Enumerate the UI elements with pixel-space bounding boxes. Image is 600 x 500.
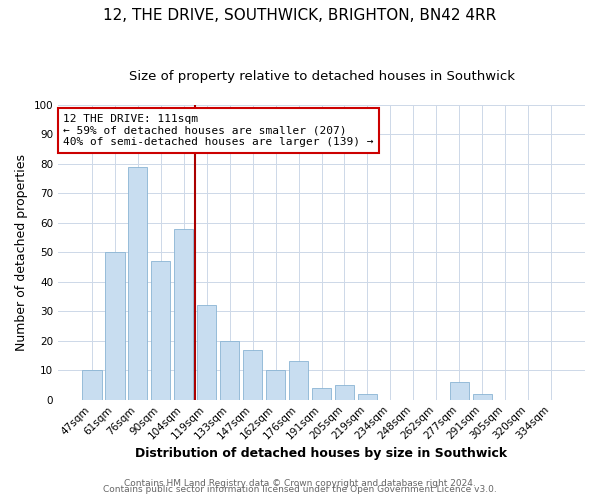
Bar [105,252,125,400]
Bar [82,370,101,400]
X-axis label: Distribution of detached houses by size in Southwick: Distribution of detached houses by size … [136,447,508,460]
Bar [335,385,354,400]
Text: Contains HM Land Registry data © Crown copyright and database right 2024.: Contains HM Land Registry data © Crown c… [124,478,476,488]
Title: Size of property relative to detached houses in Southwick: Size of property relative to detached ho… [128,70,515,83]
Bar [197,306,217,400]
Bar [128,167,148,400]
Bar [151,261,170,400]
Bar [266,370,286,400]
Bar [220,341,239,400]
Bar [449,382,469,400]
Bar [174,229,193,400]
Text: Contains public sector information licensed under the Open Government Licence v3: Contains public sector information licen… [103,485,497,494]
Bar [473,394,492,400]
Bar [289,362,308,400]
Y-axis label: Number of detached properties: Number of detached properties [15,154,28,351]
Bar [312,388,331,400]
Text: 12, THE DRIVE, SOUTHWICK, BRIGHTON, BN42 4RR: 12, THE DRIVE, SOUTHWICK, BRIGHTON, BN42… [103,8,497,22]
Bar [358,394,377,400]
Bar [243,350,262,400]
Text: 12 THE DRIVE: 111sqm
← 59% of detached houses are smaller (207)
40% of semi-deta: 12 THE DRIVE: 111sqm ← 59% of detached h… [64,114,374,147]
